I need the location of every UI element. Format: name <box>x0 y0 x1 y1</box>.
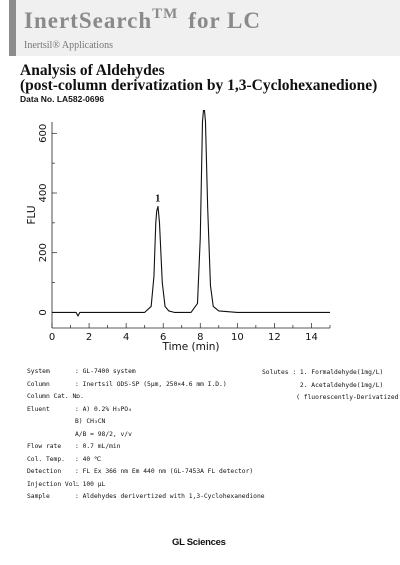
header-accent-bar <box>9 0 16 56</box>
data-number: Data No. LA582-0696 <box>20 94 105 104</box>
brand-trademark: TM <box>152 6 179 22</box>
page-title: Analysis of Aldehydes (post-column deriv… <box>20 62 378 94</box>
x-tick-label: 2 <box>86 332 92 343</box>
condition-label: Flow rate <box>27 443 62 450</box>
x-axis-label: Time (min) <box>161 341 219 353</box>
y-tick-label: 600 <box>38 124 49 143</box>
brand-name: InertSearch <box>24 8 153 33</box>
brand-suffix: for LC <box>188 8 261 33</box>
header-subtitle: Inertsil® Applications <box>24 40 113 51</box>
title-line-1: Analysis of Aldehydes <box>20 62 165 79</box>
condition-value: A/B = 98/2, v/v <box>75 430 132 438</box>
condition-value: : GL-7400 system <box>75 368 136 375</box>
brand-title: InertSearchTM for LC <box>24 6 261 34</box>
footer-logo: GL Sciences <box>172 537 226 548</box>
condition-value: : A) 0.2% H₃PO₄ <box>75 405 132 413</box>
condition-label: Detection <box>27 468 62 475</box>
condition-value: : 40 ℃ <box>75 455 102 463</box>
header-band <box>9 0 400 56</box>
x-tick-label: 0 <box>49 332 55 343</box>
condition-value: : <box>75 393 79 400</box>
y-axis-label: FLU <box>26 205 38 224</box>
condition-value: : 0.7 mL/min <box>75 443 121 450</box>
solute-line: ( fluorescently-Derivatized ) <box>262 394 400 401</box>
condition-label: Sample <box>27 493 50 500</box>
condition-label: Column Cat. No. <box>27 393 84 400</box>
solute-line: 2. Acetaldehyde(1mg/L) <box>262 381 384 389</box>
x-tick-label: 4 <box>123 332 129 343</box>
title-line-2: (post-column derivatization by 1,3-Cyclo… <box>20 77 378 94</box>
condition-value: : FL Ex 366 nm Em 440 nm (GL-7453A FL de… <box>75 468 254 475</box>
condition-value: B) CH₃CN <box>75 418 106 425</box>
y-tick-label: 400 <box>38 183 49 202</box>
x-tick-label: 14 <box>305 332 318 343</box>
condition-value: : Inertsil ODS-SP (5μm, 250×4.6 mm I.D.) <box>75 380 227 388</box>
solute-line: Solutes : 1. Formaldehyde(1mg/L) <box>262 369 384 376</box>
peak-label: 1 <box>155 193 160 204</box>
condition-label: Eluent <box>27 405 50 413</box>
y-tick-label: 0 <box>38 309 49 315</box>
y-tick-label: 200 <box>38 243 49 262</box>
solutes-list: Solutes : 1. Formaldehyde(1mg/L) 2. Acet… <box>262 367 400 405</box>
x-tick-label: 6 <box>160 332 166 343</box>
condition-label: Col. Temp. <box>27 455 65 463</box>
condition-label: System <box>27 368 50 375</box>
condition-label: Column <box>27 380 50 388</box>
x-tick-label: 10 <box>231 332 244 343</box>
x-tick-label: 12 <box>268 332 281 343</box>
chromatogram-trace <box>52 110 330 317</box>
x-tick-label: 8 <box>197 332 203 343</box>
condition-value: : 100 μL <box>75 480 106 488</box>
condition-label: Injection Vol. <box>27 480 81 488</box>
condition-value: : Aldehydes derivertized with 1,3-Cycloh… <box>75 493 265 500</box>
